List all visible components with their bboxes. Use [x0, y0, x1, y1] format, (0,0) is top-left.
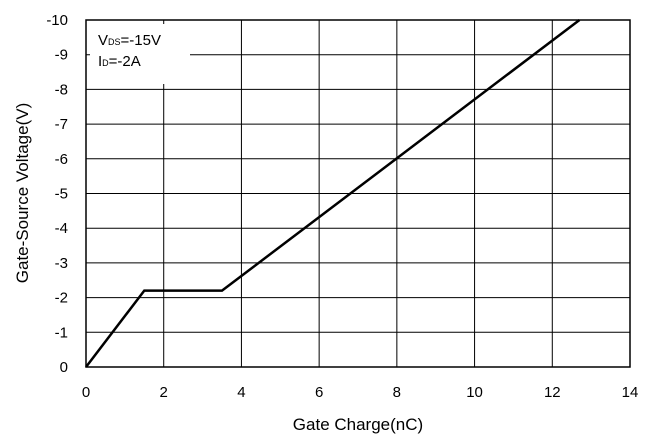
series-line — [85, 19, 581, 368]
y-tick-label: -2 — [55, 290, 68, 307]
y-tick-label: -4 — [55, 220, 68, 237]
y-tick-label: -9 — [55, 47, 68, 64]
x-axis-label: Gate Charge(nC) — [293, 415, 423, 434]
x-tick-label: 14 — [622, 384, 639, 401]
plot-frame — [85, 19, 631, 368]
x-tick-label: 4 — [237, 384, 245, 401]
annotation-vds: VDS=-15V — [98, 32, 161, 49]
x-tick-label: 0 — [82, 384, 90, 401]
y-tick-label: -10 — [46, 12, 68, 29]
y-tick-labels: 0 -1 -2 -3 -4 -5 -6 -7 -8 -9 -10 — [46, 12, 68, 376]
annotation-background — [90, 24, 190, 84]
y-tick-label: -1 — [55, 324, 68, 341]
annotation-id: ID=-2A — [98, 53, 141, 70]
x-tick-label: 10 — [466, 384, 483, 401]
x-tick-label: 8 — [393, 384, 401, 401]
y-tick-label: 0 — [60, 359, 68, 376]
x-tick-label: 12 — [544, 384, 561, 401]
grid-lines — [86, 20, 630, 367]
y-axis-label: Gate-Source Voltage(V) — [13, 103, 32, 283]
series-layer — [85, 19, 581, 368]
y-tick-label: -3 — [55, 255, 68, 272]
x-tick-label: 6 — [315, 384, 323, 401]
x-tick-labels: 0 2 4 6 8 10 12 14 — [82, 384, 639, 401]
y-tick-label: -6 — [55, 151, 68, 168]
x-tick-label: 2 — [160, 384, 168, 401]
y-tick-label: -7 — [55, 116, 68, 133]
y-tick-label: -5 — [55, 186, 68, 203]
annotation-box: VDS=-15V ID=-2A — [90, 24, 190, 84]
y-tick-label: -8 — [55, 81, 68, 98]
